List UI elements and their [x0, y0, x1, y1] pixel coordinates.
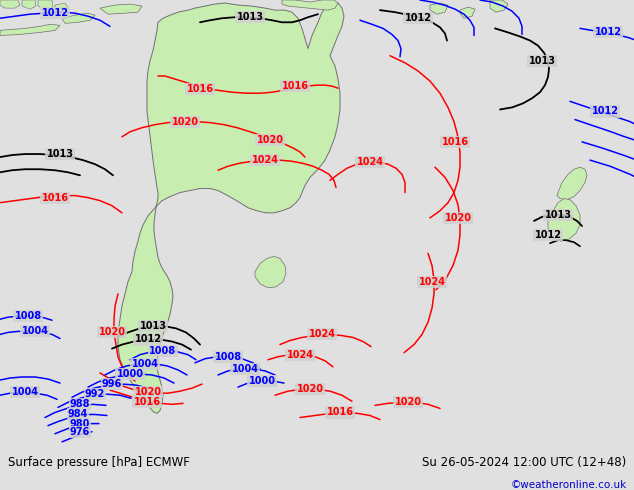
Polygon shape — [255, 256, 286, 288]
Polygon shape — [0, 24, 60, 35]
Text: 1024: 1024 — [252, 155, 278, 165]
Text: 1004: 1004 — [22, 326, 48, 336]
Polygon shape — [55, 3, 68, 12]
Text: 1016: 1016 — [441, 137, 469, 147]
Text: 1004: 1004 — [11, 387, 39, 397]
Text: 988: 988 — [70, 399, 90, 409]
Polygon shape — [100, 4, 142, 14]
Text: 1000: 1000 — [249, 376, 276, 386]
Text: 1013: 1013 — [545, 210, 571, 220]
Polygon shape — [62, 13, 95, 24]
Polygon shape — [460, 7, 475, 18]
Text: 1012: 1012 — [41, 8, 68, 18]
Text: 992: 992 — [85, 389, 105, 399]
Text: 980: 980 — [70, 418, 90, 429]
Text: 1020: 1020 — [297, 384, 323, 394]
Text: 984: 984 — [68, 410, 88, 419]
Text: 1020: 1020 — [98, 327, 126, 338]
Polygon shape — [548, 198, 580, 241]
Polygon shape — [38, 0, 53, 10]
Text: 1024: 1024 — [309, 329, 335, 340]
Text: 1004: 1004 — [131, 359, 158, 369]
Text: 1013: 1013 — [139, 321, 167, 331]
Polygon shape — [0, 0, 20, 8]
Text: 1008: 1008 — [150, 345, 176, 356]
Polygon shape — [282, 0, 338, 10]
Text: 1000: 1000 — [117, 369, 143, 379]
Text: 1004: 1004 — [231, 364, 259, 374]
Text: 1012: 1012 — [404, 13, 432, 23]
Text: 1008: 1008 — [214, 352, 242, 362]
Text: 1016: 1016 — [134, 397, 160, 407]
Text: 1013: 1013 — [236, 12, 264, 22]
Text: 1024: 1024 — [418, 277, 446, 287]
Text: 1020: 1020 — [134, 387, 162, 397]
Text: 1012: 1012 — [595, 27, 621, 37]
Text: 1013: 1013 — [529, 56, 555, 66]
Text: 1024: 1024 — [287, 350, 313, 360]
Polygon shape — [118, 2, 344, 414]
Text: 1024: 1024 — [356, 157, 384, 167]
Text: 1012: 1012 — [592, 106, 619, 117]
Text: 996: 996 — [102, 379, 122, 389]
Text: 976: 976 — [70, 427, 90, 437]
Polygon shape — [430, 3, 448, 14]
Text: 1020: 1020 — [444, 213, 472, 223]
Text: ©weatheronline.co.uk: ©weatheronline.co.uk — [510, 480, 626, 490]
Text: 1016: 1016 — [281, 81, 309, 91]
Text: 1020: 1020 — [257, 135, 283, 145]
Polygon shape — [490, 0, 508, 12]
Text: 1012: 1012 — [134, 335, 162, 344]
Text: Su 26-05-2024 12:00 UTC (12+48): Su 26-05-2024 12:00 UTC (12+48) — [422, 456, 626, 469]
Text: 1012: 1012 — [534, 230, 562, 240]
Text: 1020: 1020 — [394, 397, 422, 407]
Text: 1016: 1016 — [186, 84, 214, 94]
Text: 1008: 1008 — [15, 311, 42, 321]
Text: 1020: 1020 — [172, 117, 198, 126]
Text: 1016: 1016 — [327, 408, 354, 417]
Polygon shape — [557, 167, 587, 199]
Text: 1016: 1016 — [41, 193, 68, 202]
Text: 1013: 1013 — [46, 149, 74, 159]
Text: Surface pressure [hPa] ECMWF: Surface pressure [hPa] ECMWF — [8, 456, 190, 469]
Polygon shape — [22, 0, 36, 9]
